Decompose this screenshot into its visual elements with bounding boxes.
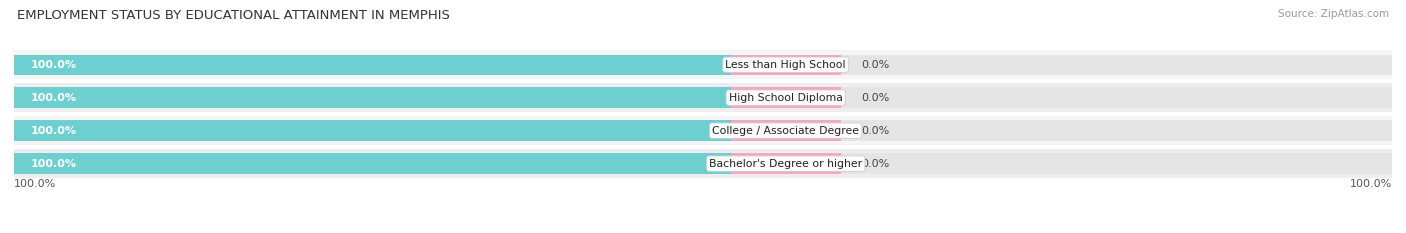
Bar — [14, 87, 1392, 108]
Text: 0.0%: 0.0% — [862, 60, 890, 70]
Bar — [14, 153, 731, 174]
Bar — [731, 153, 841, 174]
Text: Source: ZipAtlas.com: Source: ZipAtlas.com — [1278, 9, 1389, 19]
Bar — [14, 55, 731, 75]
Bar — [14, 55, 1392, 75]
Bar — [14, 116, 1392, 145]
Bar — [14, 83, 1392, 112]
Bar — [731, 55, 841, 75]
Bar — [14, 50, 1392, 79]
Bar — [731, 87, 841, 108]
Text: 100.0%: 100.0% — [1350, 179, 1392, 189]
Text: 100.0%: 100.0% — [31, 126, 76, 136]
Text: Less than High School: Less than High School — [725, 60, 846, 70]
Text: EMPLOYMENT STATUS BY EDUCATIONAL ATTAINMENT IN MEMPHIS: EMPLOYMENT STATUS BY EDUCATIONAL ATTAINM… — [17, 9, 450, 22]
Text: High School Diploma: High School Diploma — [728, 93, 842, 103]
Bar — [731, 120, 841, 141]
Text: 100.0%: 100.0% — [31, 60, 76, 70]
Text: 100.0%: 100.0% — [31, 159, 76, 169]
Text: 100.0%: 100.0% — [14, 179, 56, 189]
Text: 100.0%: 100.0% — [31, 93, 76, 103]
Bar — [14, 153, 1392, 174]
Text: 0.0%: 0.0% — [862, 159, 890, 169]
Text: College / Associate Degree: College / Associate Degree — [713, 126, 859, 136]
Bar — [14, 120, 1392, 141]
Text: 0.0%: 0.0% — [862, 126, 890, 136]
Bar — [14, 87, 731, 108]
Bar — [14, 149, 1392, 178]
Bar — [14, 120, 731, 141]
Text: Bachelor's Degree or higher: Bachelor's Degree or higher — [709, 159, 862, 169]
Text: 0.0%: 0.0% — [862, 93, 890, 103]
